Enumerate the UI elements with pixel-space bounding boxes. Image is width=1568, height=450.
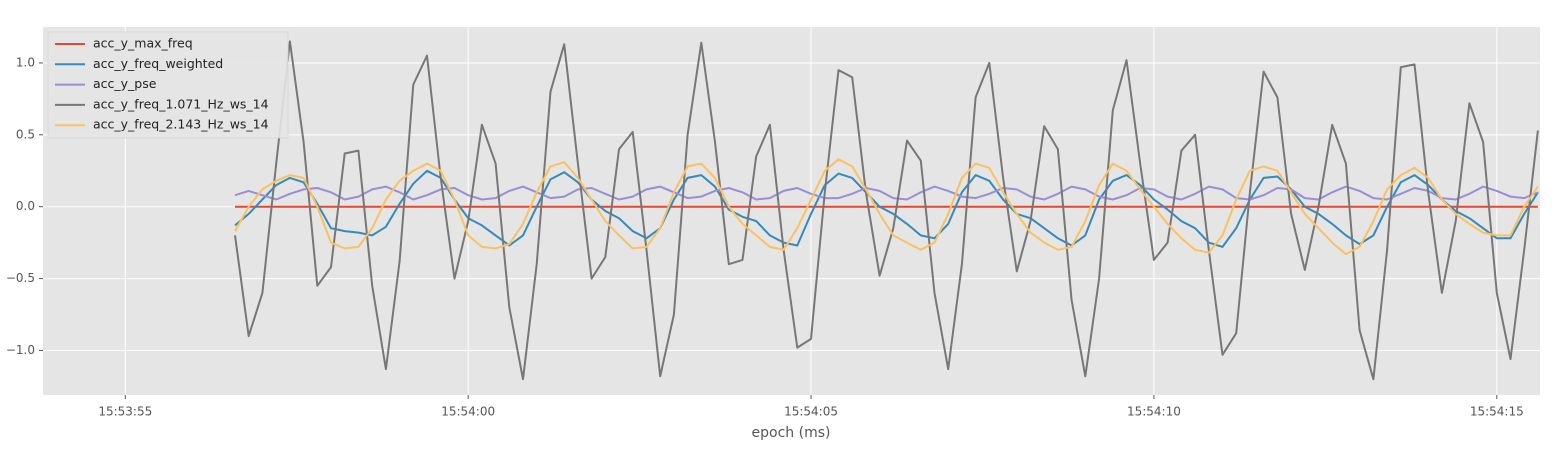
legend-label: acc_y_freq_weighted — [93, 56, 223, 71]
legend-label: acc_y_pse — [93, 76, 157, 91]
y-tick-label: −1.0 — [6, 343, 35, 357]
ticks: −1.0 −0.5 0.0 0.5 1.0 15:53:55 15:54:00 15:54:0… — [6, 55, 1524, 418]
y-tick-label: 1.0 — [16, 55, 35, 69]
x-tick-label: 15:53:55 — [98, 405, 152, 419]
x-tick-label: 15:54:05 — [784, 405, 838, 419]
legend-label: acc_y_max_freq — [93, 36, 193, 51]
y-tick-label: −0.5 — [6, 271, 35, 285]
x-tick-label: 15:54:15 — [1470, 405, 1524, 419]
series-line — [234, 40, 1539, 381]
legend: acc_y_max_freq acc_y_freq_weighted acc_y_p… — [47, 31, 289, 139]
x-tick-label: 15:54:10 — [1127, 405, 1181, 419]
x-axis-label: epoch (ms) — [752, 425, 831, 441]
legend-label: acc_y_freq_1.071_Hz_ws_14 — [93, 96, 269, 111]
legend-label: acc_y_freq_2.143_Hz_ws_14 — [93, 117, 269, 132]
lines — [234, 40, 1539, 381]
series-line — [234, 158, 1539, 256]
y-tick-label: 0.0 — [16, 199, 35, 213]
y-tick-label: 0.5 — [16, 127, 35, 141]
x-tick-label: 15:54:00 — [441, 405, 495, 419]
legend-box — [47, 31, 289, 139]
